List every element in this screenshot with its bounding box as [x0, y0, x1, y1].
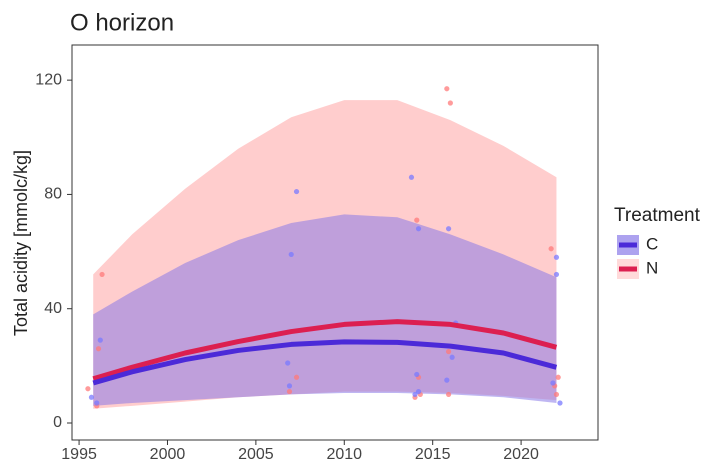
data-point: [286, 388, 293, 395]
x-tick-label: 2010: [326, 446, 362, 463]
data-point: [449, 354, 455, 360]
plot-area: [85, 86, 563, 409]
x-tick-label: 1995: [61, 446, 97, 463]
x-tick-label: 2000: [150, 446, 186, 463]
data-point: [553, 254, 560, 260]
plot-border: [71, 44, 599, 441]
trend-line: [92, 339, 558, 386]
data-point: [412, 391, 418, 398]
data-point: [94, 400, 100, 406]
x-tick-label: 2015: [415, 446, 451, 463]
data-point: [415, 388, 422, 395]
data-point: [444, 86, 450, 92]
data-point: [286, 383, 293, 389]
data-point: [293, 188, 300, 195]
data-point: [414, 371, 420, 378]
data-point: [293, 374, 300, 380]
x-tick-label: 2020: [503, 446, 539, 463]
data-point: [85, 386, 91, 392]
chart-title: O horizon: [70, 9, 174, 36]
data-point: [445, 391, 452, 398]
data-point: [88, 394, 95, 400]
legend-label: C: [646, 234, 658, 253]
data-point: [550, 380, 556, 386]
confidence-band: [93, 214, 557, 406]
data-point: [553, 271, 560, 278]
data-point: [415, 226, 422, 232]
y-tick-label: 0: [53, 414, 62, 431]
x-tick-label: 2005: [238, 446, 274, 463]
data-point: [95, 346, 102, 352]
data-point: [555, 374, 561, 380]
y-tick-label: 120: [35, 71, 62, 88]
data-point: [444, 377, 450, 383]
data-point: [414, 217, 420, 223]
y-tick-label: 80: [44, 186, 62, 203]
data-point: [285, 360, 291, 366]
legend-title: Treatment: [614, 205, 701, 226]
data-point: [557, 400, 563, 406]
data-point: [445, 226, 452, 232]
y-tick-label: 40: [44, 300, 62, 317]
data-point: [553, 391, 560, 398]
data-point: [408, 174, 415, 180]
data-point: [445, 348, 452, 355]
data-point: [548, 246, 554, 252]
trend-line: [92, 319, 558, 382]
data-point: [447, 100, 453, 106]
data-point: [97, 337, 103, 343]
data-point: [288, 251, 294, 258]
data-point: [99, 271, 105, 278]
legend-label: N: [646, 258, 658, 277]
y-axis-label: Total acidity [mmolc/kg]: [11, 150, 31, 336]
